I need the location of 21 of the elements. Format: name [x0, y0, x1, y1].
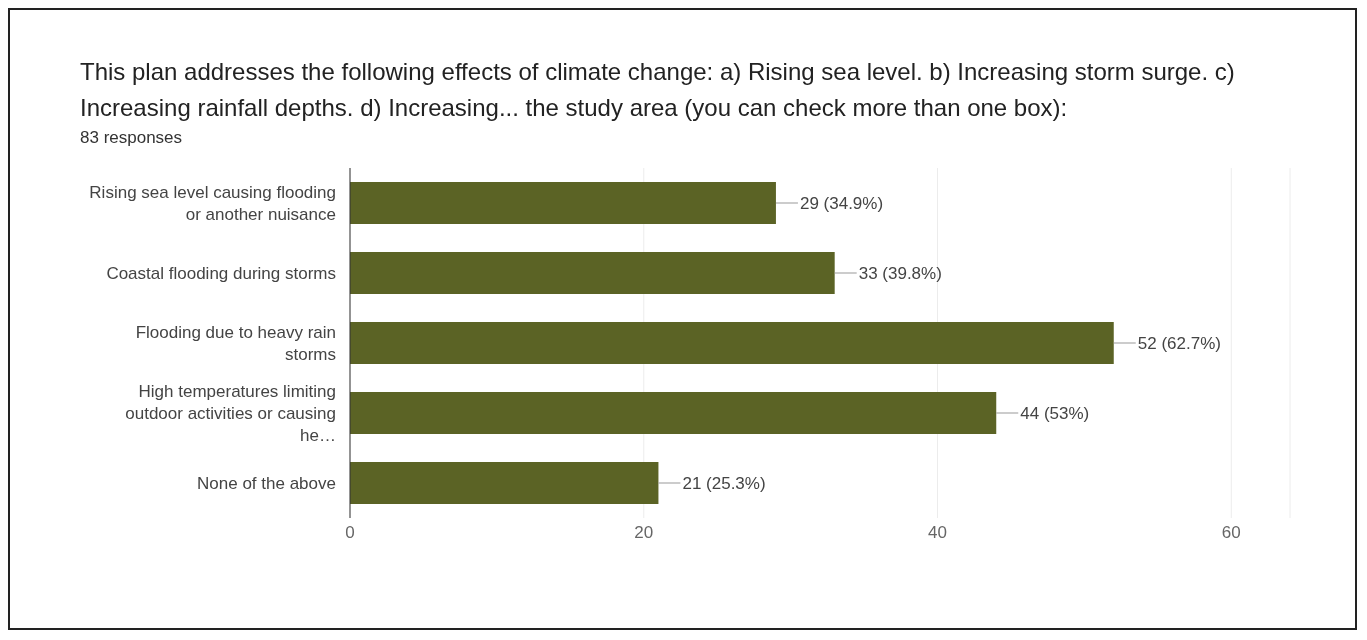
data-label: 33 (39.8%) — [858, 263, 942, 283]
text: 83 responses — [79, 128, 184, 148]
y-tick-label: None of the above — [197, 473, 336, 493]
x-tick-label: 60 — [1221, 523, 1241, 543]
x-tick-label: 40 — [928, 523, 947, 543]
bar — [350, 182, 776, 224]
data-label: 52 (62.7%) — [1137, 333, 1221, 353]
y-tick-label: Rising sea level causing flooding or another nuisance — [89, 182, 336, 224]
y-tick-label: High temperatures limiting outdoor activities or causing he… — [125, 381, 336, 445]
x-tick-label: 20 — [634, 523, 654, 543]
bar — [350, 322, 1114, 364]
chart-title: This plan addresses the following effects of climate change: a) Rising sea level. b) Increasing storm surge. c) Increasing rainfall depths. d) Increasing... the study area (you can check more than one box): — [79, 57, 1236, 123]
data-label: 21 (25.3%) — [682, 473, 766, 493]
y-tick-label: Coastal flooding during storms — [106, 263, 336, 283]
data-label: 29 (34.9%) — [799, 193, 884, 213]
y-tick-label: Flooding due to heavy rain storms — [135, 322, 336, 364]
x-tick-label: 0 — [345, 523, 355, 543]
bar — [350, 462, 659, 504]
bar — [350, 252, 835, 294]
data-label: 44 (53%) — [1020, 403, 1090, 423]
bar — [350, 392, 997, 434]
